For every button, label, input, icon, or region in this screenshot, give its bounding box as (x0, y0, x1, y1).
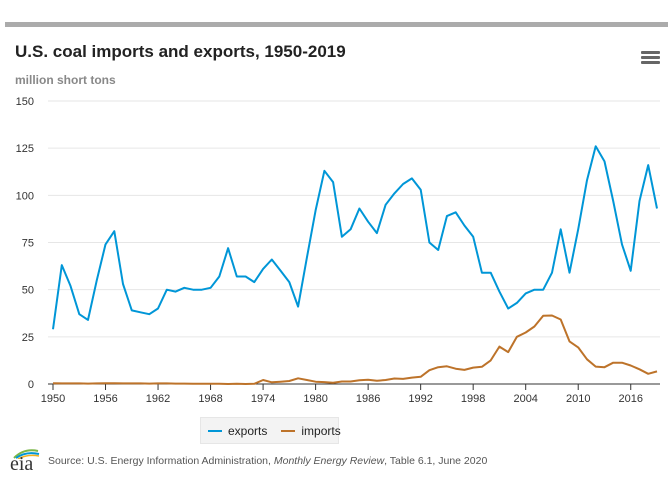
y-tick-label: 150 (16, 96, 34, 108)
footer: eia Source: U.S. Energy Information Admi… (8, 447, 488, 475)
hamburger-menu-icon[interactable] (641, 51, 660, 67)
gridlines (48, 100, 660, 338)
y-tick-label: 0 (28, 379, 34, 391)
x-tick-label: 1968 (198, 393, 222, 405)
x-tick-label: 1980 (303, 393, 327, 405)
x-tick-label: 1956 (93, 393, 117, 405)
y-axis-ticks: 0 25 50 75 100 125 150 (16, 96, 34, 391)
y-tick-label: 75 (22, 238, 34, 250)
y-tick-label: 50 (22, 285, 34, 297)
legend: exports imports (200, 417, 341, 444)
chart-title: U.S. coal imports and exports, 1950-2019 (15, 42, 346, 61)
source-citation: Source: U.S. Energy Information Administ… (48, 455, 488, 467)
y-tick-label: 125 (16, 143, 34, 155)
series-line-imports[interactable] (52, 314, 658, 385)
x-tick-label: 1992 (408, 393, 432, 405)
x-tick-label: 1950 (41, 393, 65, 405)
y-tick-label: 100 (16, 190, 34, 202)
legend-item-imports[interactable]: imports (281, 423, 341, 438)
x-tick-label: 2010 (566, 393, 590, 405)
legend-label-exports: exports (228, 423, 268, 438)
x-axis: 1950 1956 1962 1968 1974 1980 1986 1992 1998 2004… (41, 383, 660, 405)
x-tick-label: 1974 (251, 393, 275, 405)
x-tick-label: 1998 (461, 393, 485, 405)
line-chart: 0 25 50 75 100 125 150 1950 1956 1962 1968 1974 198… (16, 96, 660, 405)
exports-swatch-icon (208, 429, 222, 432)
y-tick-label: 25 (22, 332, 34, 344)
legend-item-exports[interactable]: exports (208, 424, 267, 438)
series-line-exports[interactable] (52, 145, 658, 330)
series-lines (52, 145, 658, 385)
legend-label-imports: imports (301, 423, 341, 438)
x-tick-label: 2004 (513, 393, 537, 405)
top-divider-bar (5, 22, 668, 27)
imports-swatch-icon (281, 429, 296, 432)
x-tick-label: 2016 (618, 393, 642, 405)
x-tick-label: 1962 (146, 393, 170, 405)
eia-logo-icon[interactable]: eia (8, 447, 40, 475)
x-tick-label: 1986 (356, 393, 380, 405)
chart-subtitle-units: million short tons (15, 73, 116, 87)
